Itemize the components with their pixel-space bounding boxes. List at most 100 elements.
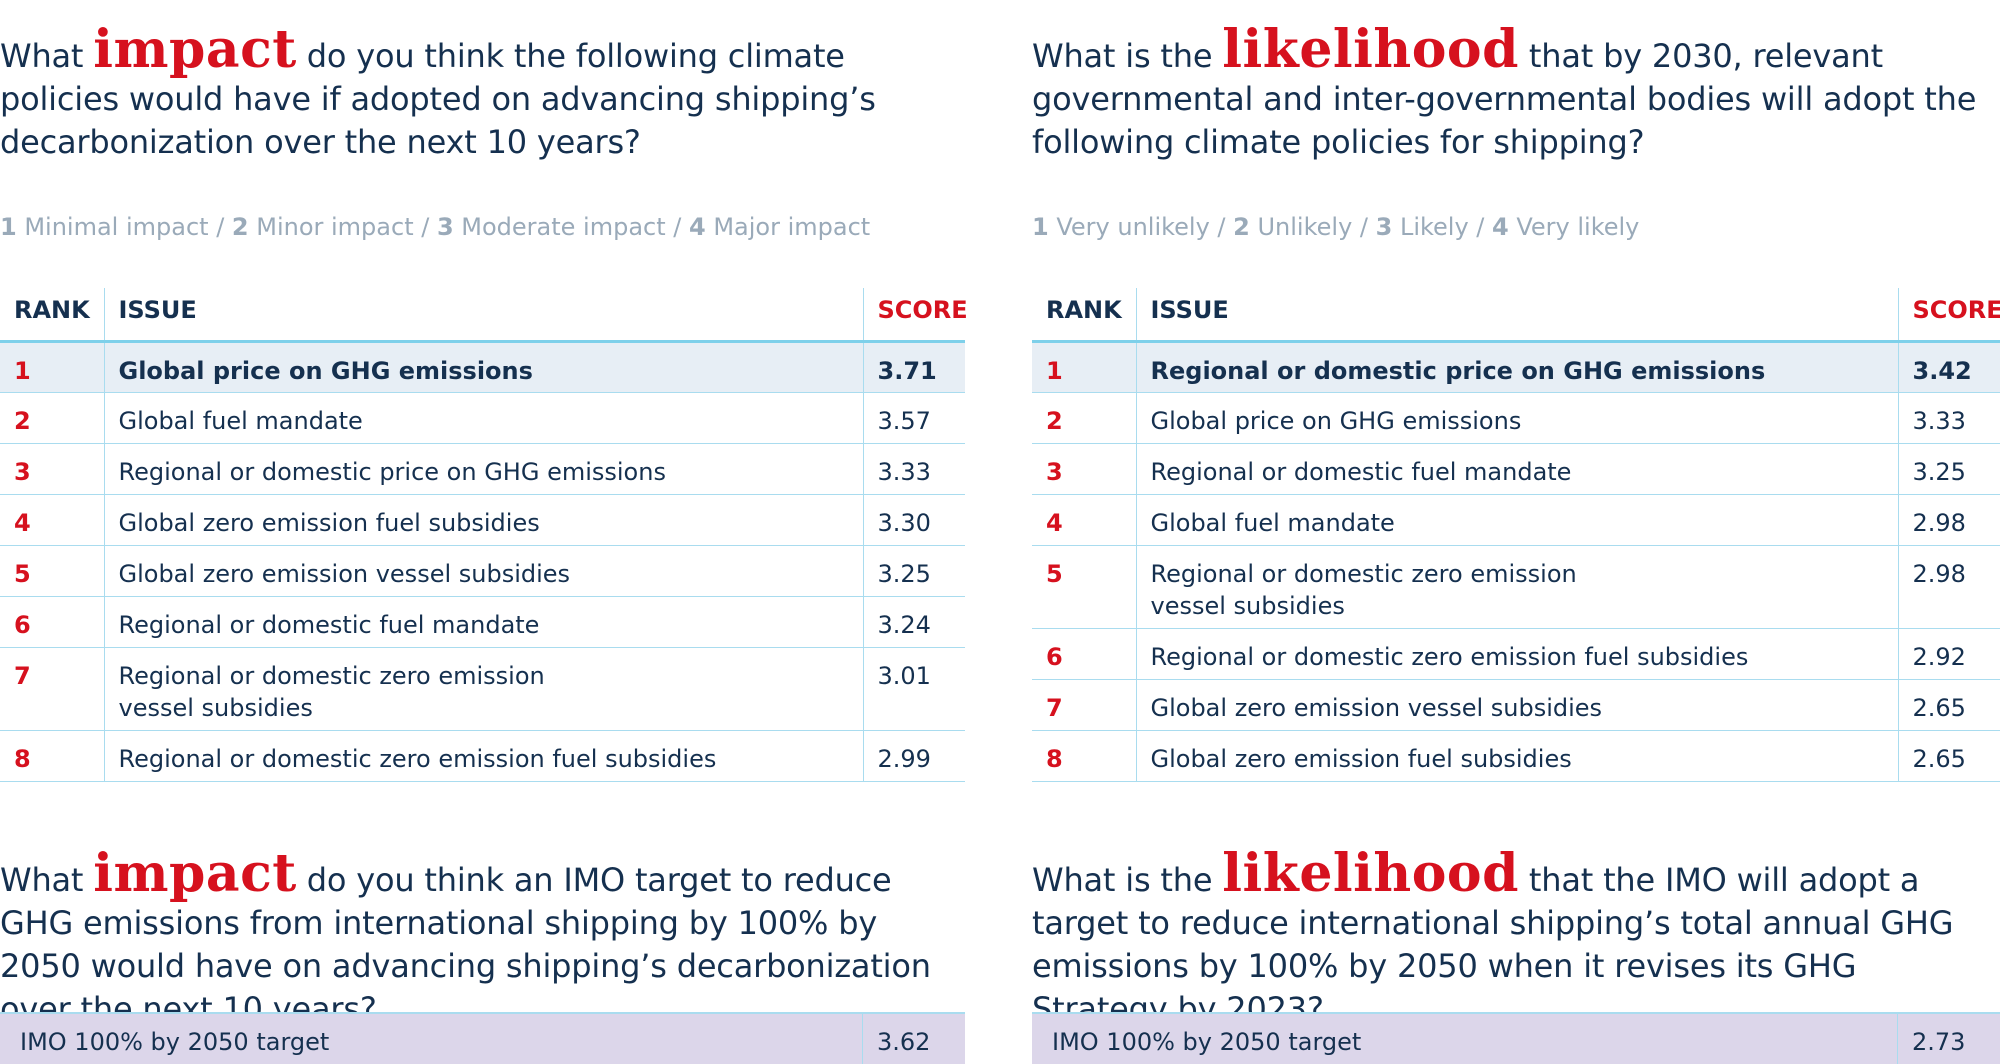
rank-cell: 3 bbox=[1032, 443, 1137, 495]
question-text: that the IMO will adopt a target to redu… bbox=[1032, 861, 1954, 1028]
rank-cell: 2 bbox=[1032, 392, 1137, 444]
issue-cell: Regional or domestic price on GHG emissi… bbox=[1136, 341, 1899, 393]
question-text: do you think an IMO target to reduce GHG… bbox=[0, 861, 931, 1028]
rank-cell: 3 bbox=[0, 443, 105, 495]
target-label: IMO 100% by 2050 target bbox=[1032, 1014, 1898, 1064]
table-header-row: RANK ISSUE SCORE bbox=[1032, 288, 2000, 343]
likelihood-question-heading: What is the likelihood that by 2030, rel… bbox=[1032, 24, 2000, 164]
table-row: 5 Global zero emission vessel subsidies 3.… bbox=[0, 545, 965, 597]
rank-cell: 6 bbox=[1032, 628, 1137, 680]
scale-number: 4 bbox=[689, 213, 706, 241]
issue-cell: Global zero emission fuel subsidies bbox=[1136, 730, 1899, 782]
scale-number: 2 bbox=[231, 213, 249, 241]
rank-cell: 7 bbox=[0, 647, 105, 731]
scale-number: 3 bbox=[436, 213, 454, 241]
rank-cell: 5 bbox=[0, 545, 105, 597]
rank-cell: 8 bbox=[1032, 730, 1137, 782]
issue-cell: Regional or domestic price on GHG emissi… bbox=[104, 443, 864, 495]
impact-ranking-table: RANK ISSUE SCORE 1 Global price on GHG em… bbox=[0, 288, 968, 782]
question-prefix: What bbox=[0, 37, 94, 75]
scale-label: Moderate impact / bbox=[453, 213, 689, 241]
score-cell: 2.65 bbox=[1898, 679, 2000, 731]
score-column-header: SCORE bbox=[1898, 288, 2000, 343]
table-row: 2 Global fuel mandate 3.57 bbox=[0, 392, 965, 444]
impact-question-heading: What impact do you think the following c… bbox=[0, 24, 965, 164]
table-row: 5 Regional or domestic zero emission vesse… bbox=[1032, 545, 2000, 629]
scale-label: Major impact bbox=[705, 213, 871, 241]
rank-cell: 4 bbox=[0, 494, 105, 546]
scale-label: Unlikely / bbox=[1249, 213, 1376, 241]
scale-label: Very likely bbox=[1508, 213, 1640, 241]
question-keyword: impact bbox=[93, 19, 297, 80]
rank-cell: 4 bbox=[1032, 494, 1137, 546]
question-keyword: likelihood bbox=[1222, 19, 1519, 80]
table-row: 8 Global zero emission fuel subsidies 2.65 bbox=[1032, 730, 2000, 782]
target-score: 2.73 bbox=[1912, 1028, 1966, 1056]
issue-cell: Regional or domestic zero emission vessel… bbox=[104, 647, 864, 731]
question-text: that by 2030, relevant governmental and … bbox=[1032, 37, 1977, 161]
likelihood-target-row: IMO 100% by 2050 target 2.73 bbox=[1032, 1012, 2000, 1064]
rank-cell: 1 bbox=[1032, 341, 1137, 393]
scale-number: 4 bbox=[1492, 213, 1509, 241]
rank-cell: 2 bbox=[0, 392, 105, 444]
table-row: 4 Global zero emission fuel subsidies 3.30 bbox=[0, 494, 965, 546]
table-row: 1 Regional or domestic price on GHG emiss… bbox=[1032, 341, 2000, 393]
rank-cell: 8 bbox=[0, 730, 105, 782]
rank-cell: 7 bbox=[1032, 679, 1137, 731]
question-prefix: What bbox=[0, 861, 94, 899]
target-label: IMO 100% by 2050 target bbox=[0, 1014, 863, 1064]
issue-column-header: ISSUE bbox=[104, 288, 864, 343]
scale-number: 1 bbox=[0, 213, 17, 241]
score-cell: 2.98 bbox=[1898, 494, 2000, 546]
issue-column-header: ISSUE bbox=[1136, 288, 1899, 343]
table-row: 3 Regional or domestic fuel mandate 3.25 bbox=[1032, 443, 2000, 495]
scale-number: 1 bbox=[1032, 213, 1049, 241]
issue-cell: Regional or domestic zero emission vessel… bbox=[1136, 545, 1899, 629]
score-cell: 3.42 bbox=[1898, 341, 2000, 393]
score-cell: 3.33 bbox=[863, 443, 965, 495]
question-prefix: What is the bbox=[1032, 861, 1223, 899]
issue-cell: Regional or domestic fuel mandate bbox=[1136, 443, 1899, 495]
rank-cell: 1 bbox=[0, 341, 105, 393]
question-text: do you think the following climate polic… bbox=[0, 37, 876, 161]
score-cell: 2.98 bbox=[1898, 545, 2000, 629]
table-row: 4 Global fuel mandate 2.98 bbox=[1032, 494, 2000, 546]
score-cell: 3.57 bbox=[863, 392, 965, 444]
score-cell: 3.25 bbox=[1898, 443, 2000, 495]
table-row: 7 Global zero emission vessel subsidies 2.… bbox=[1032, 679, 2000, 731]
table-header-row: RANK ISSUE SCORE bbox=[0, 288, 968, 343]
issue-cell: Regional or domestic zero emission fuel … bbox=[104, 730, 864, 782]
issue-cell: Global fuel mandate bbox=[1136, 494, 1899, 546]
question-keyword: likelihood bbox=[1222, 843, 1519, 904]
rank-cell: 6 bbox=[0, 596, 105, 648]
impact-scale-legend: 1 Minimal impact / 2 Minor impact / 3 Mo… bbox=[0, 213, 870, 241]
scale-label: Likely / bbox=[1392, 213, 1493, 241]
rank-cell: 5 bbox=[1032, 545, 1137, 629]
impact-target-question-heading: What impact do you think an IMO target t… bbox=[0, 848, 965, 1031]
score-cell: 3.25 bbox=[863, 545, 965, 597]
issue-cell: Global price on GHG emissions bbox=[1136, 392, 1899, 444]
question-prefix: What is the bbox=[1032, 37, 1223, 75]
score-cell: 2.99 bbox=[863, 730, 965, 782]
scale-label: Minor impact / bbox=[248, 213, 437, 241]
issue-cell: Regional or domestic fuel mandate bbox=[104, 596, 864, 648]
issue-cell: Global fuel mandate bbox=[104, 392, 864, 444]
likelihood-target-question-heading: What is the likelihood that the IMO will… bbox=[1032, 848, 2000, 1031]
score-cell: 3.30 bbox=[863, 494, 965, 546]
score-column-header: SCORE bbox=[863, 288, 968, 343]
scale-number: 3 bbox=[1375, 213, 1393, 241]
scale-label: Very unlikely / bbox=[1048, 213, 1234, 241]
target-score: 3.62 bbox=[877, 1028, 931, 1056]
rank-column-header: RANK bbox=[0, 288, 105, 343]
table-row: 6 Regional or domestic fuel mandate 3.24 bbox=[0, 596, 965, 648]
likelihood-scale-legend: 1 Very unlikely / 2 Unlikely / 3 Likely … bbox=[1032, 213, 1639, 241]
table-row: 2 Global price on GHG emissions 3.33 bbox=[1032, 392, 2000, 444]
issue-cell: Global zero emission vessel subsidies bbox=[1136, 679, 1899, 731]
table-row: 3 Regional or domestic price on GHG emiss… bbox=[0, 443, 965, 495]
issue-cell: Regional or domestic zero emission fuel … bbox=[1136, 628, 1899, 680]
table-row: 7 Regional or domestic zero emission vesse… bbox=[0, 647, 965, 731]
score-cell: 2.92 bbox=[1898, 628, 2000, 680]
question-keyword: impact bbox=[93, 843, 297, 904]
issue-cell: Global zero emission fuel subsidies bbox=[104, 494, 864, 546]
score-cell: 2.65 bbox=[1898, 730, 2000, 782]
